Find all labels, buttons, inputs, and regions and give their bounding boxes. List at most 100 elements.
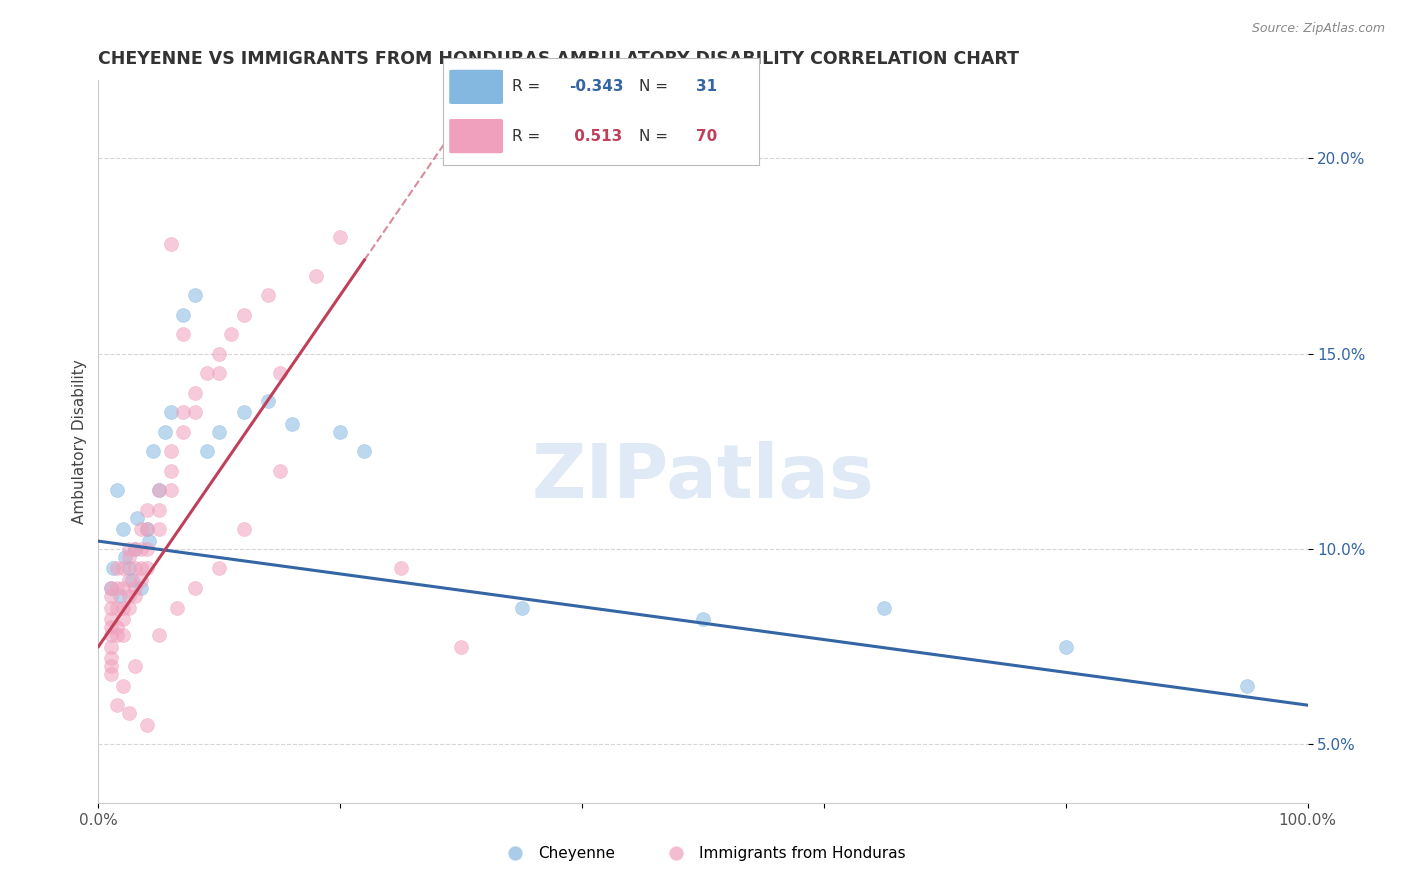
Point [208,346,231,360]
Point [101,561,124,575]
Point [121,573,143,587]
Point [127,510,149,524]
Point [111,628,134,642]
Point [111,561,134,575]
Text: N =: N = [640,128,673,144]
FancyBboxPatch shape [450,70,503,104]
Point [129,573,152,587]
Point [195,444,218,458]
Point [100,589,122,603]
Point [105,698,128,713]
Point [160,405,183,419]
Point [124,581,146,595]
Point [135,541,157,556]
Point [256,288,278,302]
Point [160,444,183,458]
Point [118,600,141,615]
Text: R =: R = [512,128,546,144]
Point [124,541,146,556]
Point [232,523,254,537]
Point [184,405,207,419]
Point [269,464,291,478]
Point [160,483,183,498]
Point [160,237,183,252]
Point [1054,640,1077,654]
Point [232,308,254,322]
Point [232,405,254,419]
Point [135,561,157,575]
Text: N =: N = [640,79,673,95]
Point [172,425,194,439]
Point [510,600,533,615]
Point [111,600,134,615]
Point [135,717,157,731]
Point [184,288,207,302]
Point [100,612,122,626]
Point [105,581,128,595]
Point [172,308,194,322]
Point [100,581,122,595]
Point [450,640,472,654]
Point [105,600,128,615]
Point [100,659,122,673]
Point [118,541,141,556]
Point [129,541,152,556]
Point [124,589,146,603]
Point [135,523,157,537]
Text: R =: R = [512,79,546,95]
Point [124,541,146,556]
Point [118,549,141,564]
Text: 0.513: 0.513 [569,128,623,144]
Text: Source: ZipAtlas.com: Source: ZipAtlas.com [1251,22,1385,36]
Point [353,444,375,458]
Point [692,612,714,626]
Point [148,628,170,642]
Point [329,229,352,244]
Point [142,444,165,458]
Point [166,600,188,615]
Point [100,600,122,615]
Point [256,393,278,408]
Point [124,561,146,575]
Point [208,561,231,575]
Point [281,417,304,431]
Point [138,534,160,549]
Point [114,549,136,564]
Point [129,561,152,575]
Text: ZIPatlas: ZIPatlas [531,442,875,514]
Point [124,659,146,673]
Point [195,366,218,380]
Point [184,385,207,400]
Point [148,503,170,517]
Point [135,523,157,537]
Point [105,620,128,634]
Point [208,366,231,380]
Legend: Cheyenne, Immigrants from Honduras: Cheyenne, Immigrants from Honduras [494,840,912,867]
Point [160,464,183,478]
Point [1236,679,1258,693]
Point [111,679,134,693]
Point [172,405,194,419]
Point [221,327,243,342]
Point [118,561,141,575]
Point [105,561,128,575]
Point [108,589,131,603]
Point [118,573,141,587]
Point [100,640,122,654]
Point [100,628,122,642]
Point [129,523,152,537]
Point [873,600,896,615]
Point [100,651,122,665]
Point [100,667,122,681]
Point [135,503,157,517]
Point [208,425,231,439]
Point [329,425,352,439]
Point [148,483,170,498]
Point [111,612,134,626]
Point [100,581,122,595]
Point [129,581,152,595]
Point [305,268,328,283]
Point [111,523,134,537]
Text: -0.343: -0.343 [569,79,624,95]
Text: 70: 70 [696,128,717,144]
